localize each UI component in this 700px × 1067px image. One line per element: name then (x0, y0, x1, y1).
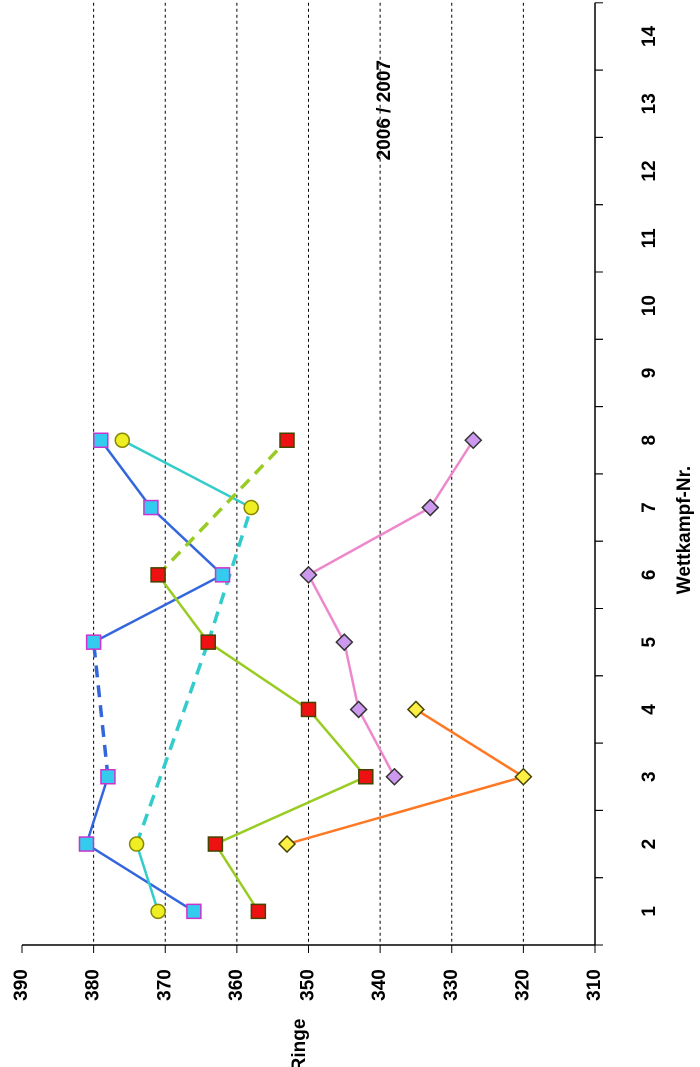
marker (279, 432, 295, 448)
x-tick-label: 7 (639, 502, 660, 513)
x-tick-label: 1 (639, 906, 660, 917)
marker (385, 767, 404, 786)
marker (150, 903, 166, 920)
marker (150, 567, 166, 583)
marker (335, 633, 354, 652)
series-line (286, 708, 527, 846)
y-tick-label: 350 (298, 969, 319, 1001)
marker (200, 634, 216, 650)
x-tick-label: 14 (639, 25, 660, 47)
marker (207, 836, 224, 852)
chart-title: 2006 / 2007 (374, 60, 395, 160)
marker (277, 834, 297, 854)
y-tick-label: 370 (154, 969, 175, 1001)
marker (186, 903, 202, 920)
marker (406, 700, 425, 719)
y-tick-label: 360 (226, 969, 247, 1001)
marker (214, 567, 231, 583)
x-tick-label: 9 (639, 368, 660, 379)
y-tick-label: 310 (584, 969, 605, 1001)
marker (514, 767, 533, 786)
y-tick-label: 330 (441, 969, 462, 1001)
x-tick-label: 8 (639, 435, 660, 446)
x-tick-label: 4 (639, 704, 660, 715)
x-tick-label: 5 (639, 636, 660, 647)
y-tick-label: 390 (11, 969, 32, 1001)
marker (78, 836, 95, 852)
x-tick-label: 13 (639, 93, 660, 114)
gap-connector (134, 641, 210, 845)
marker (464, 431, 483, 450)
x-tick-label: 11 (639, 228, 660, 249)
x-tick-label: 12 (639, 160, 660, 181)
marker (243, 499, 259, 516)
x-axis-title: Wettkampf-Nr. (674, 466, 695, 594)
marker (421, 498, 440, 517)
series-line (93, 439, 225, 644)
x-tick-label: 6 (639, 570, 660, 581)
series-line (157, 574, 368, 913)
x-tick-label: 2 (639, 839, 660, 850)
series-line (306, 439, 475, 778)
marker (358, 769, 374, 785)
marker (349, 700, 368, 719)
x-tick-label: 3 (639, 771, 660, 782)
marker (85, 634, 102, 650)
y-tick-label: 320 (512, 969, 533, 1001)
marker (114, 432, 131, 448)
gap-connector (156, 439, 289, 577)
series-line (121, 439, 252, 509)
y-tick-label: 380 (83, 969, 104, 1001)
marker (299, 565, 318, 584)
y-axis-title: Ringe (289, 1019, 310, 1067)
gap-connector (91, 641, 110, 777)
marker (93, 432, 109, 448)
marker (300, 701, 317, 718)
x-tick-label: 10 (639, 295, 660, 316)
marker (100, 769, 116, 785)
marker (143, 499, 159, 516)
marker (250, 903, 267, 920)
marker (128, 836, 145, 852)
series-line (135, 843, 160, 912)
y-tick-label: 340 (369, 969, 390, 1001)
